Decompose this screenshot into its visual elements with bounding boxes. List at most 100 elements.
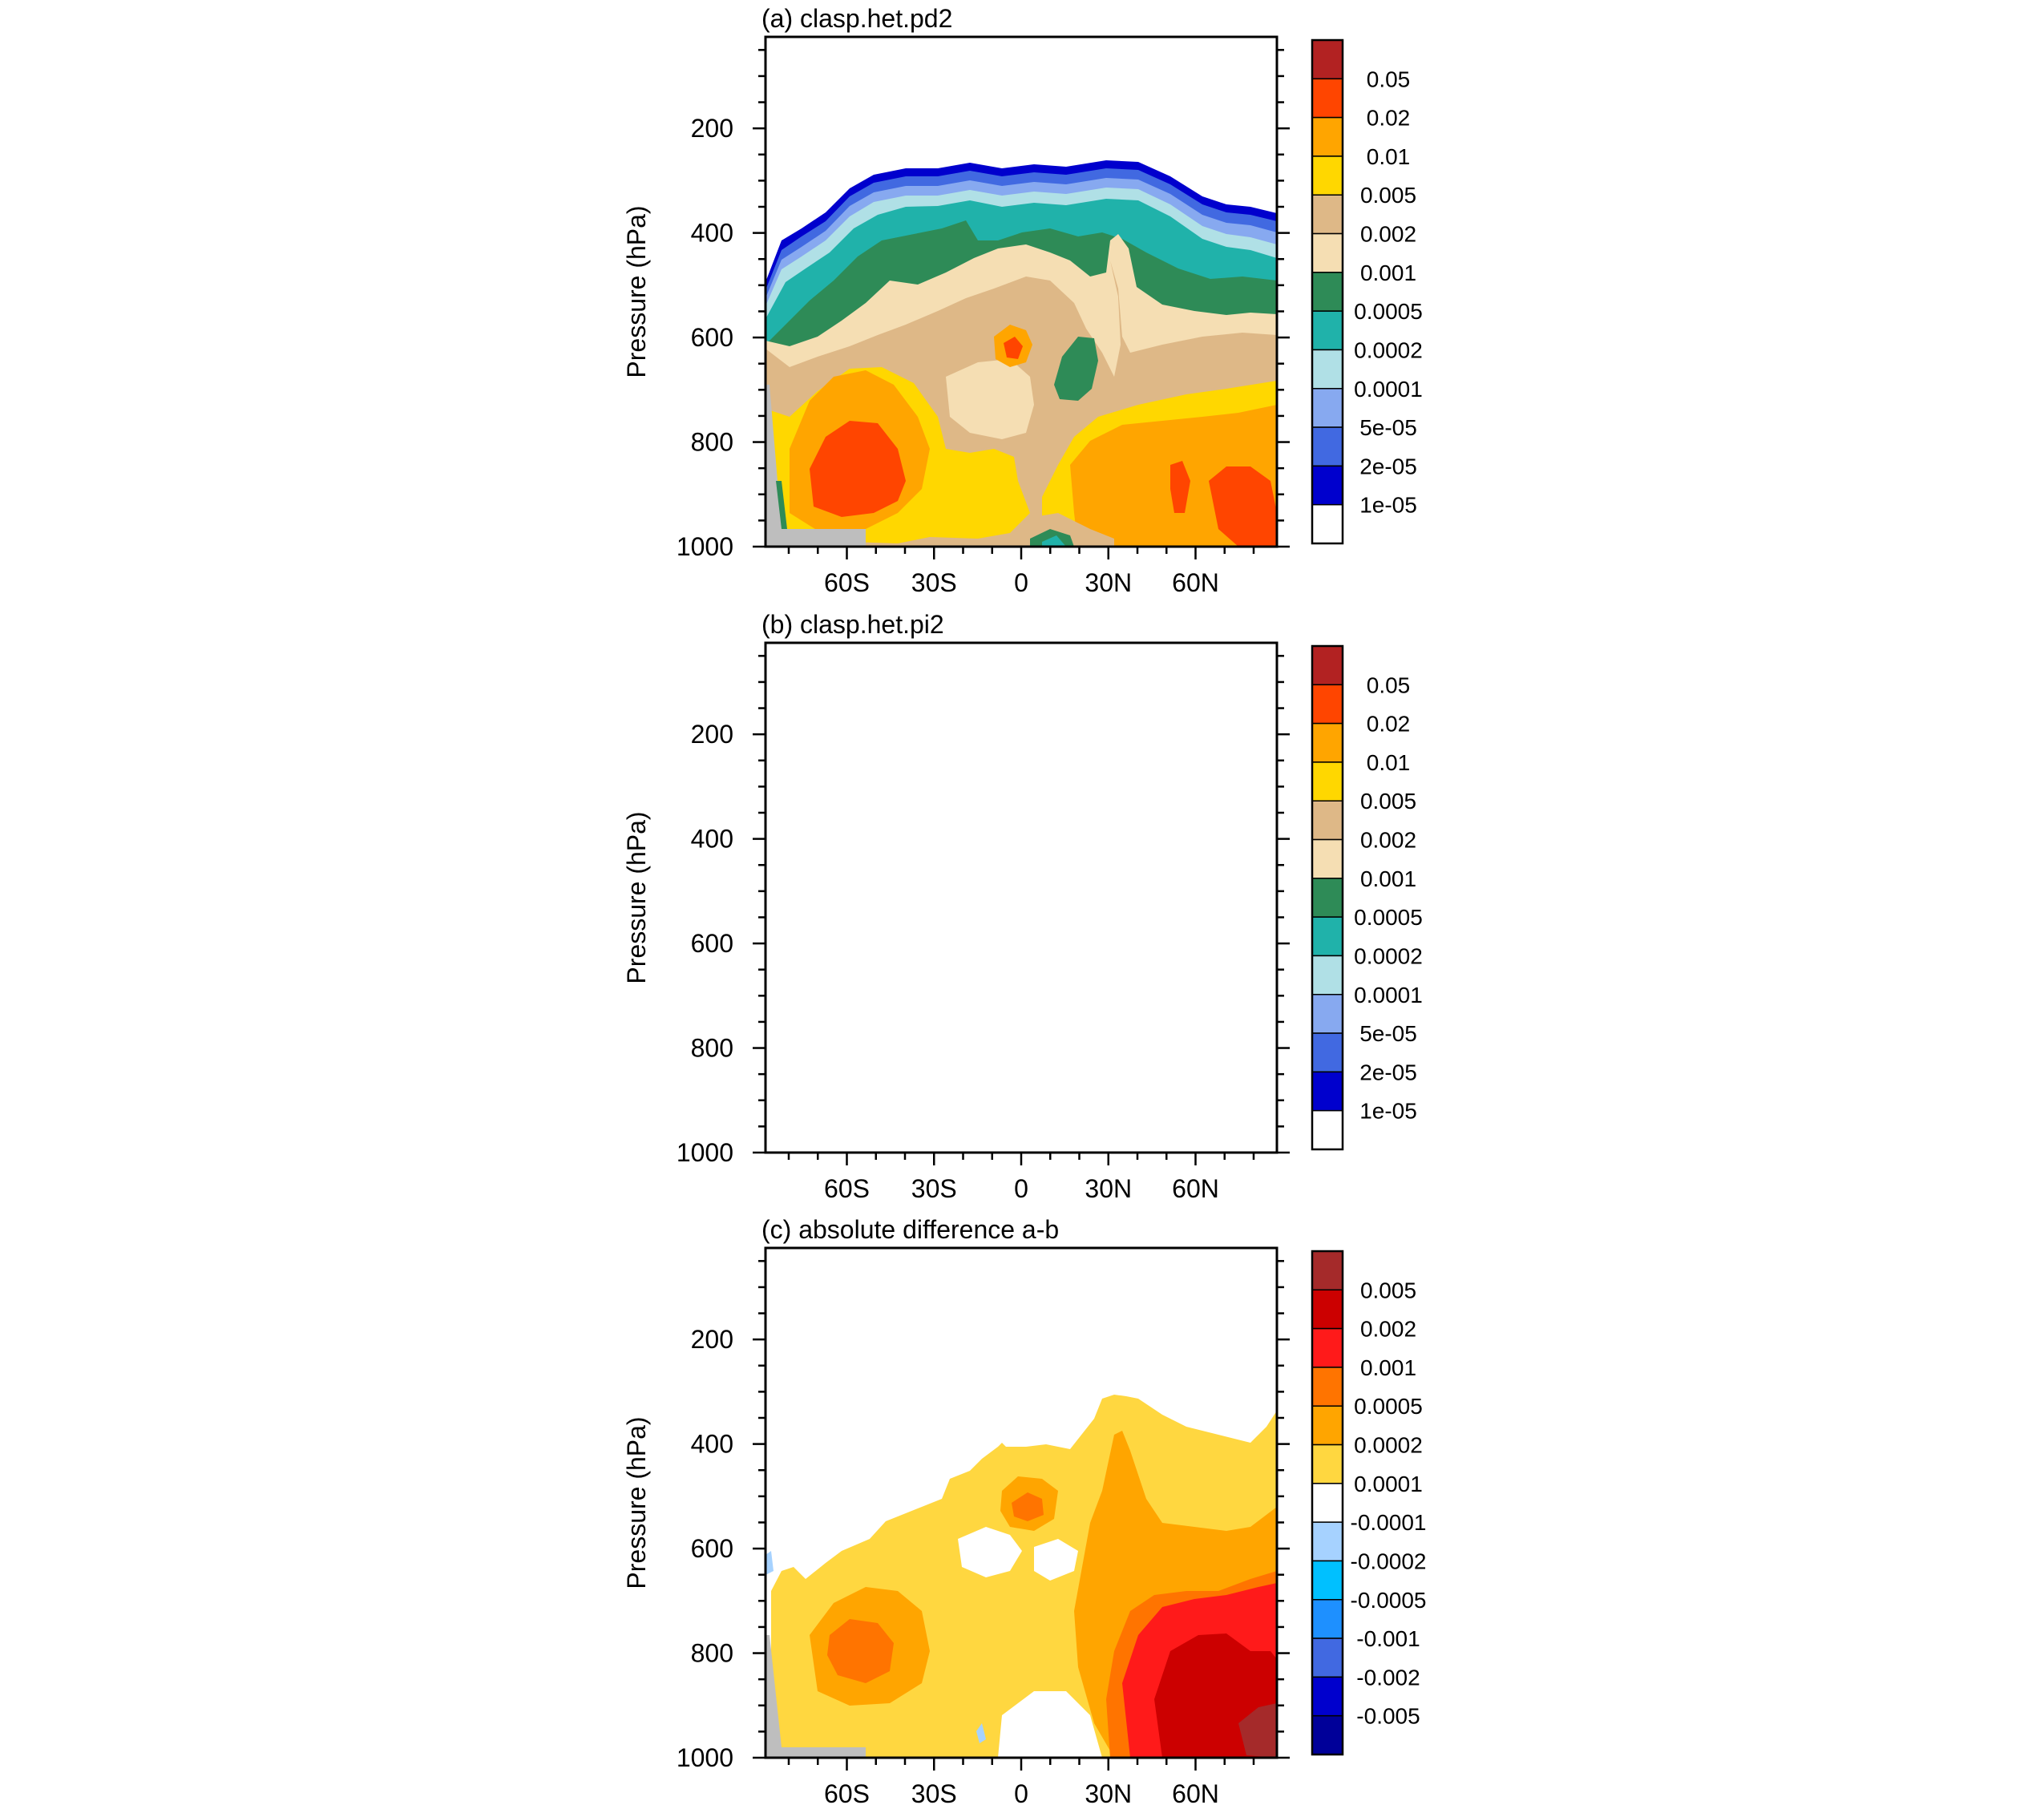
contour-5e-04-patch: [1054, 337, 1098, 401]
contour-edge-teal: [776, 1087, 787, 1135]
panel-a-ylabel: Pressure (hPa): [622, 205, 651, 378]
y-tick-label: 600: [691, 1534, 733, 1563]
colorbar-box: [1311, 503, 1343, 544]
colorbar-frame: [1311, 1250, 1344, 1756]
colorbar-label: 1e-05: [1359, 493, 1417, 518]
colorbar-box: [1311, 1714, 1343, 1755]
colorbar-box: [1311, 1637, 1343, 1678]
contour-5e-05: [765, 784, 1277, 1153]
colorbar-label: 0.001: [1360, 1355, 1416, 1380]
colorbar-label: 0.001: [1360, 866, 1416, 891]
contour-5e-03: [765, 973, 1277, 1153]
colorbar-label: 0.0001: [1354, 1472, 1423, 1496]
colorbar-label: 0.005: [1360, 183, 1416, 208]
contour-near-eq-green: [1030, 1135, 1074, 1153]
colorbar-box: [1311, 1444, 1343, 1484]
y-tick-label: 400: [691, 1430, 733, 1459]
panel-c-colorbar: 0.005 0.002 0.001 0.0005 0.0002 0.0001 -0.0001…: [1311, 1250, 1427, 1756]
contour-2e-02: [810, 421, 1277, 547]
colorbar-label: 0.005: [1360, 789, 1416, 814]
panel-a-y-axis: 200 400 600 800 1000: [677, 49, 1290, 561]
contour-edge-teal: [776, 481, 787, 529]
colorbar-label: 1e-05: [1359, 1099, 1417, 1124]
contour-1e-04: [765, 793, 1277, 1153]
colorbar-label: 0.0005: [1354, 299, 1423, 324]
colorbar-box: [1311, 878, 1343, 918]
y-tick-label: 200: [691, 720, 733, 749]
missing-terrain: [765, 1635, 866, 1758]
missing-terrain: [765, 991, 866, 1153]
colorbar-label: 0.0002: [1354, 1433, 1423, 1458]
y-tick-label: 600: [691, 323, 733, 352]
y-tick-label: 200: [691, 1325, 733, 1354]
colorbar-box: [1311, 645, 1343, 686]
colorbar-box: [1311, 1367, 1343, 1407]
colorbar-label: 0.01: [1367, 144, 1411, 169]
colorbar-box: [1311, 800, 1343, 841]
colorbar-label: 0.02: [1367, 106, 1411, 131]
panel-c-y-axis: 200 400 600 800 1000: [677, 1260, 1290, 1772]
x-tick-label: 60S: [824, 568, 870, 597]
colorbar-box: [1311, 1405, 1343, 1446]
contour-2e-02-patch: [1004, 337, 1023, 359]
contour-near-eq-teal: [1042, 535, 1066, 547]
colorbar-box: [1311, 1032, 1343, 1073]
colorbar-label: 0.005: [1360, 1278, 1416, 1302]
contour-5e-04: [765, 838, 1277, 1153]
y-tick-label: 400: [691, 219, 733, 248]
y-tick-label: 400: [691, 825, 733, 854]
contour-1e-03-patch: [946, 359, 1034, 439]
colorbar-label: 0.05: [1367, 672, 1411, 697]
contour-1e-05: [765, 766, 1277, 1153]
contour-2e-03: [765, 870, 1277, 1153]
colorbar-label: 0.0005: [1354, 1394, 1423, 1419]
colorbar-frame: [1311, 644, 1344, 1151]
colorbar-box: [1311, 1676, 1343, 1717]
contour-2e-02: [810, 1027, 1277, 1153]
x-tick-label: 60N: [1172, 568, 1219, 597]
contour-near-eq-teal: [1042, 1141, 1066, 1153]
colorbar-label: 0.0002: [1354, 337, 1423, 362]
colorbar-box: [1311, 684, 1343, 725]
colorbar-label: 0.01: [1367, 750, 1411, 775]
y-tick-label: 1000: [677, 532, 733, 561]
x-tick-label: 30N: [1085, 1174, 1132, 1203]
colorbar-box: [1311, 426, 1343, 467]
colorbar-label: 0.0002: [1354, 943, 1423, 968]
colorbar-box: [1311, 1109, 1343, 1150]
colorbar-box: [1311, 994, 1343, 1034]
colorbar-box: [1311, 272, 1343, 312]
y-tick-label: 800: [691, 428, 733, 457]
colorbar-box: [1311, 838, 1343, 879]
colorbar-box: [1311, 1071, 1343, 1112]
x-tick-label: 60S: [824, 1174, 870, 1203]
contour-1e-02-patch: [994, 931, 1032, 973]
colorbar-box: [1311, 1560, 1343, 1601]
x-tick-label: 30S: [911, 568, 957, 597]
x-tick-label: 60N: [1172, 1779, 1219, 1805]
panel-b-colorbar: 0.05 0.02 0.01 0.005 0.002 0.001 0.0005 0.0002 0…: [1311, 644, 1423, 1151]
colorbar-label: 0.001: [1360, 260, 1416, 285]
colorbar-label: 0.0001: [1354, 983, 1423, 1007]
x-tick-label: 60S: [824, 1779, 870, 1805]
colorbar-label: -0.005: [1356, 1704, 1420, 1729]
y-tick-label: 800: [691, 1639, 733, 1668]
colorbar-label: 0.002: [1360, 222, 1416, 247]
colorbar-box: [1311, 1521, 1343, 1562]
y-tick-label: 800: [691, 1034, 733, 1063]
y-tick-label: 600: [691, 929, 733, 958]
colorbar-box: [1311, 916, 1343, 957]
x-tick-label: 0: [1014, 1174, 1028, 1203]
contour-1e-03-patch: [946, 965, 1034, 1045]
colorbar-label: -0.0005: [1351, 1588, 1427, 1613]
panel-c-x-axis: 60S 30S 0 30N 60N: [787, 1758, 1255, 1805]
colorbar-box: [1311, 1250, 1343, 1291]
colorbar-label: 0.002: [1360, 828, 1416, 853]
contour-1e-02: [790, 976, 1277, 1153]
colorbar-label: 0.02: [1367, 712, 1411, 737]
contour-1e-02: [790, 370, 1277, 547]
contour-2e-04: [765, 805, 1277, 1153]
y-tick-label: 1000: [677, 1743, 733, 1772]
